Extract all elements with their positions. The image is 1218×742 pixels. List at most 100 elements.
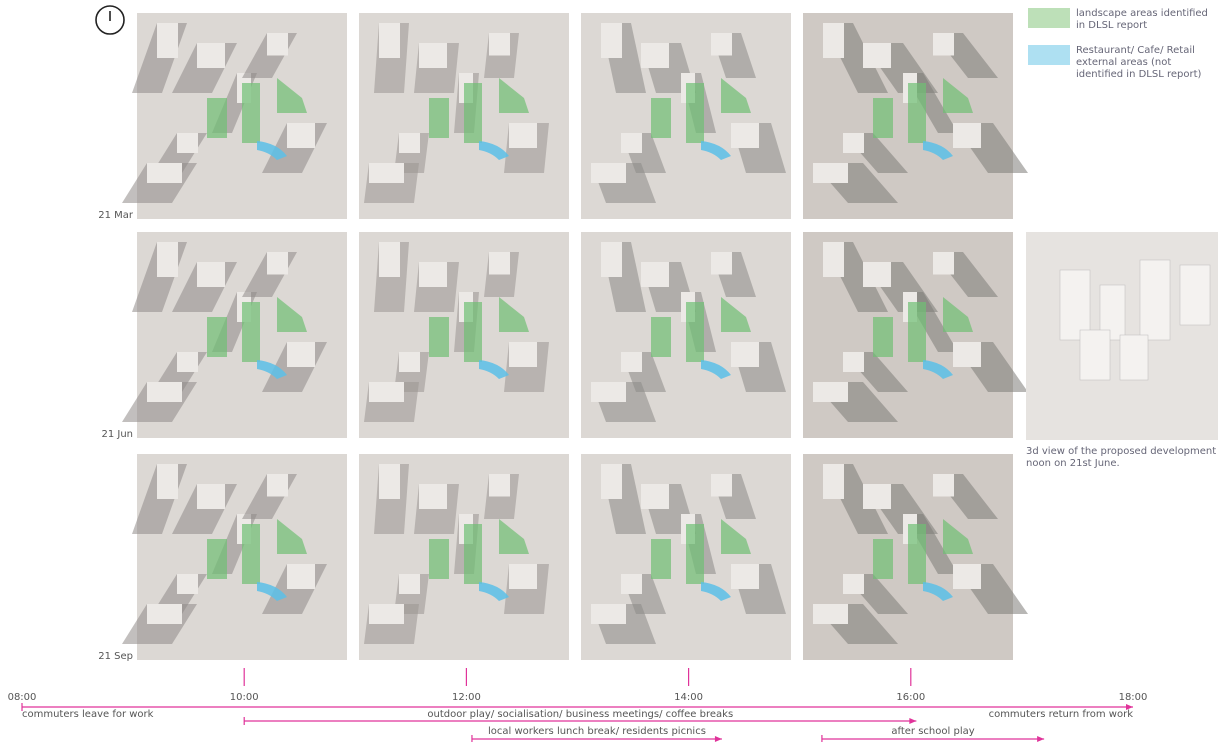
green-area <box>242 524 260 584</box>
green-area <box>908 302 926 362</box>
green-area <box>464 83 482 143</box>
green-area <box>207 98 227 138</box>
building <box>287 564 315 589</box>
building <box>197 262 225 287</box>
building <box>177 133 198 153</box>
building <box>823 23 844 58</box>
building <box>933 33 954 56</box>
building <box>197 484 225 509</box>
green-area <box>464 302 482 362</box>
building <box>287 123 315 148</box>
aerial-view <box>581 232 791 438</box>
building <box>863 484 891 509</box>
building <box>933 474 954 497</box>
building <box>419 262 447 287</box>
3d-view <box>1026 232 1218 440</box>
aerial-view <box>122 454 347 660</box>
aerial-view <box>359 454 569 660</box>
building <box>379 242 400 277</box>
tick-label: 14:00 <box>674 692 703 703</box>
building <box>369 163 404 183</box>
green-area <box>873 539 893 579</box>
green-area <box>207 539 227 579</box>
building <box>731 123 759 148</box>
building <box>711 252 732 275</box>
activity-label: after school play <box>891 726 974 737</box>
building <box>509 123 537 148</box>
tick-label: 18:00 <box>1119 692 1148 703</box>
aerial-view <box>803 454 1028 660</box>
building <box>813 163 848 183</box>
aerial-view <box>581 454 791 660</box>
building <box>419 484 447 509</box>
tick-label: 10:00 <box>230 692 259 703</box>
building <box>731 564 759 589</box>
legend-swatch <box>1028 8 1070 28</box>
activity-label: commuters return from work <box>989 709 1134 720</box>
building <box>489 474 510 497</box>
aerial-view <box>122 13 347 219</box>
caption-line: 3d view of the proposed development at <box>1026 446 1218 458</box>
green-area <box>873 317 893 357</box>
building <box>711 33 732 56</box>
tower <box>1080 330 1110 380</box>
green-area <box>242 302 260 362</box>
building <box>197 43 225 68</box>
building <box>823 242 844 277</box>
aerial-view <box>122 232 347 438</box>
arrow-head <box>909 718 916 724</box>
legend-label: Restaurant/ Cafe/ Retail external areas … <box>1076 45 1218 81</box>
green-area <box>464 524 482 584</box>
green-area <box>651 98 671 138</box>
tower <box>1180 265 1210 325</box>
green-area <box>651 539 671 579</box>
building <box>953 123 981 148</box>
row-label: 21 Mar <box>98 210 134 221</box>
green-area <box>686 524 704 584</box>
tick-label: 12:00 <box>452 692 481 703</box>
tower <box>1120 335 1148 380</box>
building <box>813 382 848 402</box>
aerial-view <box>359 13 569 219</box>
building <box>369 382 404 402</box>
tower <box>1140 260 1170 340</box>
building <box>287 342 315 367</box>
building <box>601 464 622 499</box>
building <box>157 464 178 499</box>
building <box>177 352 198 372</box>
building <box>823 464 844 499</box>
green-area <box>242 83 260 143</box>
green-area <box>651 317 671 357</box>
tick-label: 08:00 <box>8 692 37 703</box>
building <box>509 342 537 367</box>
building <box>641 43 669 68</box>
building <box>711 474 732 497</box>
page: {"rows":["21 Mar","21 Jun","21 Sep"], "l… <box>0 0 1218 742</box>
building <box>419 43 447 68</box>
building <box>621 574 642 594</box>
building <box>641 484 669 509</box>
green-area <box>429 317 449 357</box>
aerial-view <box>803 13 1028 219</box>
building <box>369 604 404 624</box>
green-area <box>429 539 449 579</box>
building <box>601 242 622 277</box>
building <box>267 252 288 275</box>
green-area <box>873 98 893 138</box>
building <box>379 23 400 58</box>
building <box>863 43 891 68</box>
row-label: 21 Jun <box>101 429 133 440</box>
building <box>489 33 510 56</box>
green-area <box>686 83 704 143</box>
building <box>399 574 420 594</box>
building <box>843 133 864 153</box>
building <box>147 382 182 402</box>
building <box>267 474 288 497</box>
building <box>953 564 981 589</box>
building <box>813 604 848 624</box>
green-area <box>908 524 926 584</box>
building <box>843 574 864 594</box>
building <box>379 464 400 499</box>
building <box>591 163 626 183</box>
caption-line: noon on 21st June. <box>1026 458 1218 470</box>
